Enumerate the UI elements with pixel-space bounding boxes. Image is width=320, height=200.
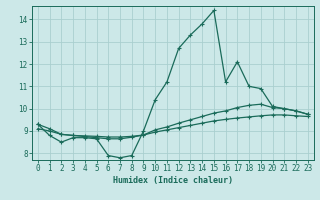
X-axis label: Humidex (Indice chaleur): Humidex (Indice chaleur) — [113, 176, 233, 185]
